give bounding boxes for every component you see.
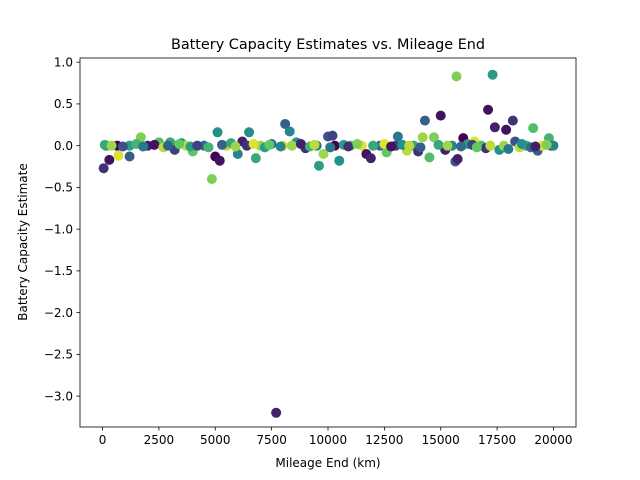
data-point-110 <box>343 141 354 152</box>
data-point-105 <box>295 138 306 149</box>
x-tick-label: 5000 <box>200 433 231 447</box>
data-point-55 <box>435 110 446 121</box>
data-point-2 <box>104 154 115 165</box>
data-point-47 <box>392 131 403 142</box>
data-point-52 <box>419 115 430 126</box>
data-point-86 <box>117 141 128 152</box>
data-point-21 <box>232 149 243 160</box>
data-point-71 <box>501 124 512 135</box>
axes-layer: 0 2500 5000 7500 10000 12500 15000 17500 20000 −3… <box>44 55 577 447</box>
data-point-92 <box>174 138 185 149</box>
data-point-73 <box>507 115 518 126</box>
y-tick-label: 0.0 <box>54 139 73 153</box>
chart-title: Battery Capacity Estimates vs. Mileage E… <box>171 37 485 53</box>
data-point-124 <box>516 138 527 149</box>
data-point-67 <box>487 69 498 80</box>
data-point-111 <box>352 138 363 149</box>
data-point-3 <box>113 150 124 161</box>
data-point-125 <box>530 141 541 152</box>
data-point-24 <box>250 153 261 164</box>
x-axis-label: Mileage End (km) <box>275 456 380 470</box>
data-point-35 <box>318 149 329 160</box>
data-point-112 <box>368 140 379 151</box>
data-point-29 <box>280 118 291 129</box>
x-tick-label: 12500 <box>365 433 403 447</box>
data-point-114 <box>386 141 397 152</box>
data-point-120 <box>456 141 467 152</box>
y-tick-label: 0.5 <box>54 97 73 111</box>
data-point-68 <box>489 122 500 133</box>
data-point-100 <box>248 138 259 149</box>
data-point-107 <box>309 139 320 150</box>
data-point-118 <box>433 139 444 150</box>
y-tick-label: −1.0 <box>44 222 73 236</box>
data-point-16 <box>206 174 217 185</box>
data-point-122 <box>471 142 482 153</box>
data-point-37 <box>327 130 338 141</box>
data-point-104 <box>286 140 297 151</box>
y-tick-label: −3.0 <box>44 389 73 403</box>
data-point-30 <box>284 126 295 137</box>
y-tick-label: −1.5 <box>44 264 73 278</box>
points-layer <box>98 69 559 418</box>
data-point-59 <box>451 71 462 82</box>
data-point-5 <box>124 151 135 162</box>
y-tick-label: −2.0 <box>44 306 73 320</box>
data-point-103 <box>275 141 286 152</box>
y-tick-label: 1.0 <box>54 55 73 69</box>
data-point-0 <box>98 163 109 174</box>
data-point-98 <box>230 141 241 152</box>
x-tick-label: 0 <box>99 433 107 447</box>
y-axis-label: Battery Capacity Estimate <box>16 163 30 321</box>
data-point-116 <box>404 140 415 151</box>
data-point-91 <box>162 140 173 151</box>
data-point-102 <box>264 139 275 150</box>
data-point-119 <box>442 140 453 151</box>
data-point-96 <box>217 139 228 150</box>
data-point-60 <box>452 154 463 165</box>
data-point-66 <box>483 104 494 115</box>
data-point-38 <box>334 155 345 166</box>
data-point-126 <box>541 139 552 150</box>
data-point-53 <box>424 152 435 163</box>
data-point-117 <box>415 142 426 153</box>
data-point-27 <box>271 407 282 418</box>
x-tick-label: 2500 <box>144 433 175 447</box>
data-point-54 <box>428 132 439 143</box>
x-tick-label: 15000 <box>422 433 460 447</box>
data-point-85 <box>106 140 117 151</box>
data-point-43 <box>365 153 376 164</box>
data-point-18 <box>212 127 223 138</box>
x-tick-label: 20000 <box>534 433 572 447</box>
data-point-78 <box>528 123 539 134</box>
data-point-94 <box>192 140 203 151</box>
y-tick-label: −2.5 <box>44 348 73 362</box>
x-tick-label: 7500 <box>256 433 287 447</box>
x-tick-label: 17500 <box>478 433 516 447</box>
x-tick-label: 10000 <box>309 433 347 447</box>
data-point-72 <box>503 144 514 154</box>
data-point-123 <box>485 140 496 151</box>
data-point-88 <box>138 141 149 152</box>
data-point-34 <box>313 160 324 171</box>
data-point-23 <box>244 127 255 138</box>
data-point-89 <box>149 139 160 150</box>
y-tick-label: −0.5 <box>44 181 73 195</box>
data-point-95 <box>203 142 214 153</box>
data-point-19 <box>214 155 225 166</box>
data-point-108 <box>325 142 336 153</box>
data-point-51 <box>417 132 428 143</box>
